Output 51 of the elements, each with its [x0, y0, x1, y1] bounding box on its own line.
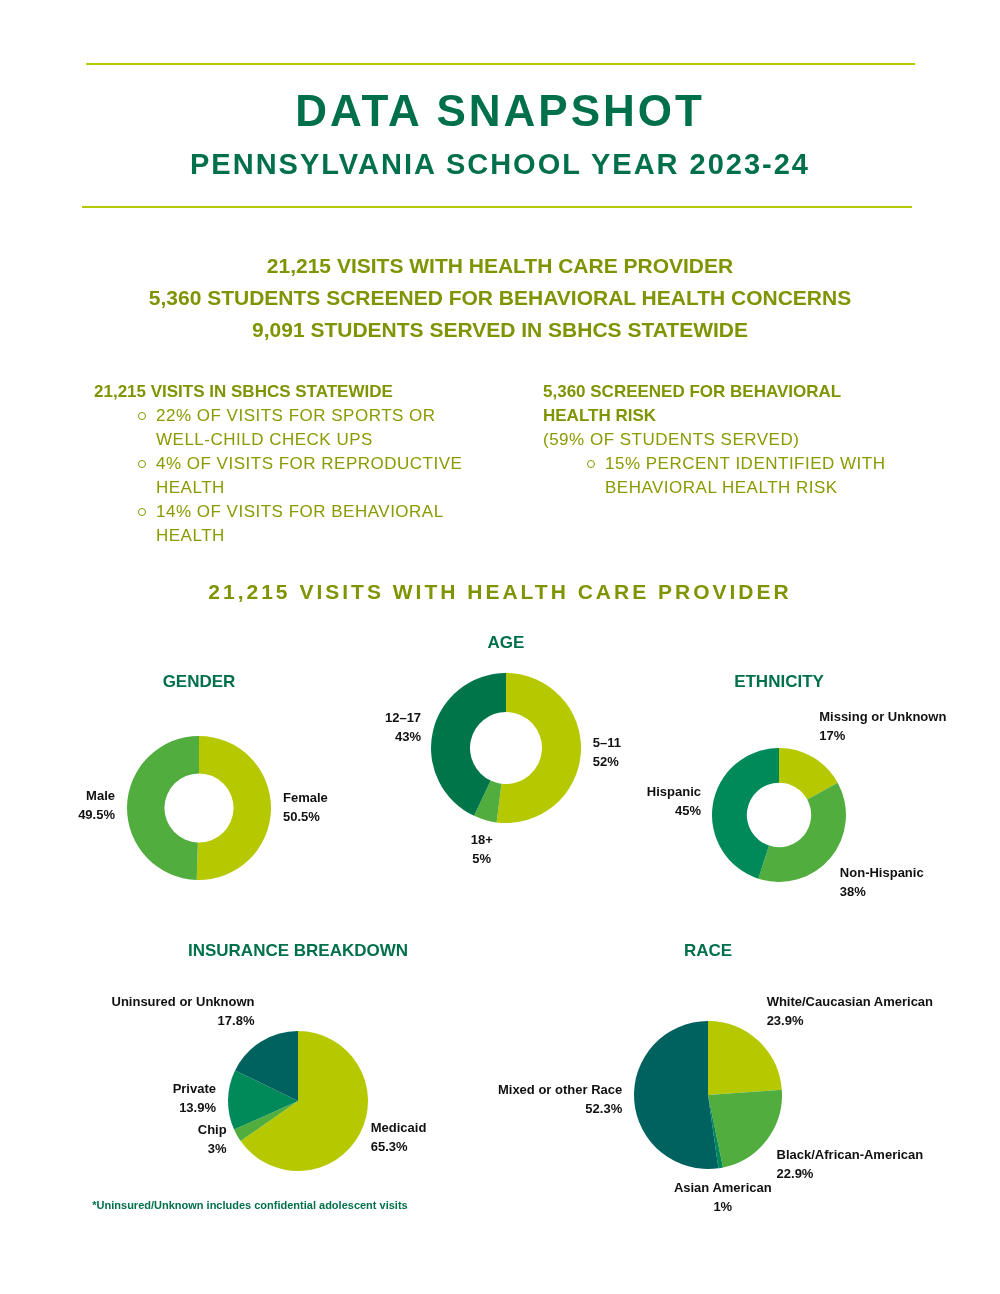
slice-label: Asian American — [673, 1179, 772, 1195]
text: PENNSYLVANIA SCHOOL YEAR 2023-24 — [189, 148, 811, 181]
text: 5,360 SCREENED FOR BEHAVIORAL HEALTH RISK — [543, 381, 842, 427]
data-label: 49.5% — [78, 806, 116, 822]
text: 15% PERCENT IDENTIFIED WITH BEHAVIORAL HEALTH RISK — [605, 454, 886, 497]
chart-title: RACE — [682, 941, 734, 961]
chart-title: ETHNICITY — [733, 672, 825, 692]
data-label: 23.9% — [766, 1013, 804, 1029]
text: 14% OF VISITS FOR BEHAVIORAL HEALTH — [156, 502, 444, 545]
data-label: 17.8% — [217, 1012, 255, 1028]
data-label: 17% — [819, 728, 846, 744]
slice-label: Female — [282, 790, 328, 806]
slice-label: Private — [172, 1080, 217, 1096]
slice-label: 5–11 — [592, 734, 622, 750]
slice-label: Medicaid — [370, 1119, 427, 1135]
text: DATA SNAPSHOT — [294, 86, 706, 136]
text: 21,215 VISITS WITH HEALTH CARE PROVIDER — [207, 580, 793, 604]
slice-label: Mixed or other Race — [497, 1082, 623, 1098]
text: 5,360 STUDENTS SCREENED FOR BEHAVIORAL HEALTH CONCERNS — [147, 285, 853, 311]
text: (59% OF STUDENTS SERVED) — [543, 429, 801, 451]
slice-label: Chip — [197, 1122, 227, 1138]
text: 21,215 VISITS WITH HEALTH CARE PROVIDER — [265, 253, 735, 279]
text: 9,091 STUDENTS SERVED IN SBHCS STATEWIDE — [251, 317, 749, 343]
data-label: 3% — [207, 1141, 228, 1157]
text: 21,215 VISITS IN SBHCS STATEWIDE — [94, 381, 394, 403]
slice-label: Male — [86, 787, 116, 803]
text: 22% OF VISITS FOR SPORTS OR WELL-CHILD CHECK UPS — [156, 406, 436, 449]
data-label: 22.9% — [776, 1165, 814, 1181]
data-label: 45% — [674, 802, 702, 818]
slice-label: Uninsured or Unknown — [111, 993, 255, 1009]
text: *Uninsured/Unknown includes confidential adolescent visits — [91, 1199, 409, 1211]
slice-label: Black/African-American — [776, 1146, 924, 1162]
data-label: 5% — [472, 850, 492, 866]
slice-label: Non-Hispanic — [839, 865, 924, 881]
chart-title: AGE — [486, 633, 526, 653]
chart-title: GENDER — [161, 672, 237, 692]
data-label: 13.9% — [179, 1099, 217, 1115]
data-label: 65.3% — [370, 1138, 409, 1154]
slice-label: Hispanic — [646, 783, 701, 799]
data-label: 52% — [592, 753, 620, 769]
data-label: 1% — [713, 1198, 733, 1214]
chart-title: INSURANCE BREAKDOWN — [186, 941, 410, 961]
text: 4% OF VISITS FOR REPRODUCTIVE HEALTH — [156, 454, 463, 497]
slice-label: White/Caucasian American — [766, 994, 934, 1010]
slice-label: 12–17 — [384, 710, 422, 726]
data-label: 38% — [839, 884, 867, 900]
slice-label: 18+ — [470, 831, 494, 847]
data-label: 50.5% — [282, 809, 321, 825]
slice-label: Missing or Unknown — [819, 709, 947, 725]
data-label: 43% — [395, 729, 422, 745]
data-label: 52.3% — [585, 1101, 623, 1117]
